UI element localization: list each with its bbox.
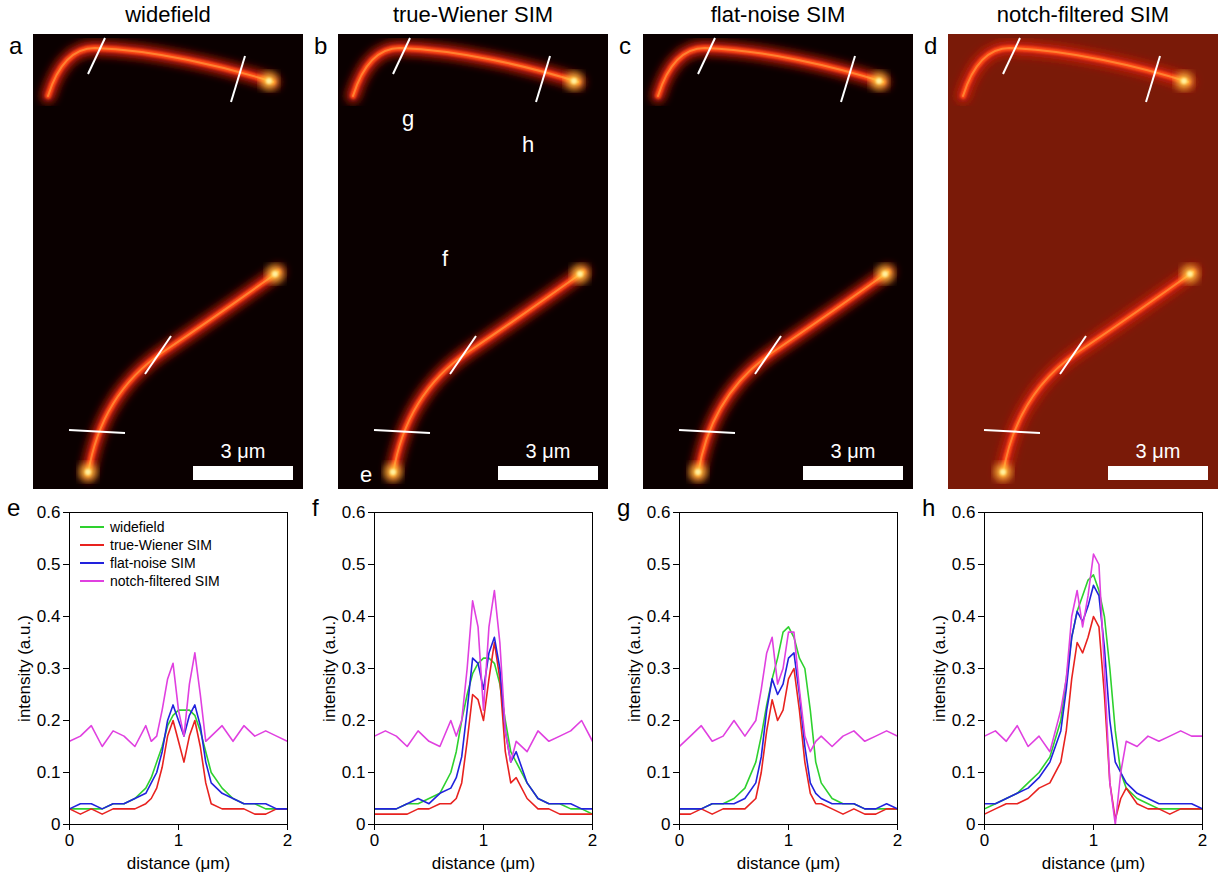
html-text:notch-filtered SIM: notch-filtered SIM	[110, 573, 220, 589]
svg-text:0: 0	[65, 831, 74, 850]
svg-text:0.3: 0.3	[342, 659, 366, 678]
svg-text:intensity (a.u.): intensity (a.u.)	[15, 615, 34, 722]
svg-text:0.4: 0.4	[647, 607, 671, 626]
svg-text:0: 0	[51, 815, 60, 834]
svg-text:0.6: 0.6	[647, 503, 671, 522]
svg-text:0: 0	[966, 815, 975, 834]
html-text:b: b	[314, 32, 328, 59]
svg-text:0.3: 0.3	[647, 659, 671, 678]
svg-text:intensity (a.u.): intensity (a.u.)	[320, 615, 339, 722]
svg-text:distance (μm): distance (μm)	[1042, 854, 1145, 873]
svg-text:0: 0	[356, 815, 365, 834]
html-text:h: h	[922, 494, 936, 521]
svg-text:0: 0	[661, 815, 670, 834]
svg-text:g: g	[402, 106, 414, 131]
svg-text:1: 1	[174, 831, 183, 850]
svg-text:2: 2	[588, 831, 597, 850]
svg-text:3 μm: 3 μm	[831, 440, 876, 462]
svg-text:0.4: 0.4	[37, 607, 61, 626]
svg-text:0.2: 0.2	[952, 711, 976, 730]
svg-text:0.1: 0.1	[342, 763, 366, 782]
svg-text:0.2: 0.2	[37, 711, 61, 730]
svg-text:0.6: 0.6	[37, 503, 61, 522]
svg-text:0.6: 0.6	[952, 503, 976, 522]
html-text:f: f	[312, 494, 319, 521]
svg-text:distance (μm): distance (μm)	[127, 854, 230, 873]
svg-text:1: 1	[1089, 831, 1098, 850]
html-text:flat-noise SIM: flat-noise SIM	[710, 2, 846, 27]
html-text:c: c	[619, 32, 631, 59]
svg-text:distance (μm): distance (μm)	[432, 854, 535, 873]
svg-text:f: f	[442, 246, 449, 271]
svg-text:0.2: 0.2	[647, 711, 671, 730]
svg-text:0.3: 0.3	[952, 659, 976, 678]
html-text:true-Wiener SIM: true-Wiener SIM	[110, 537, 212, 553]
svg-text:2: 2	[283, 831, 292, 850]
svg-text:0: 0	[370, 831, 379, 850]
html-text:true-Wiener SIM: true-Wiener SIM	[392, 2, 554, 27]
svg-text:0.2: 0.2	[342, 711, 366, 730]
svg-text:1: 1	[784, 831, 793, 850]
svg-text:intensity (a.u.): intensity (a.u.)	[625, 615, 644, 722]
svg-text:h: h	[522, 132, 534, 157]
html-text:flat-noise SIM: flat-noise SIM	[110, 555, 196, 571]
svg-text:0.4: 0.4	[952, 607, 976, 626]
svg-text:2: 2	[1198, 831, 1207, 850]
svg-text:0.6: 0.6	[342, 503, 366, 522]
svg-text:intensity (a.u.): intensity (a.u.)	[930, 615, 949, 722]
svg-text:0.5: 0.5	[952, 555, 976, 574]
svg-text:e: e	[360, 462, 372, 487]
svg-text:0.4: 0.4	[342, 607, 366, 626]
svg-text:0.1: 0.1	[37, 763, 61, 782]
svg-text:1: 1	[479, 831, 488, 850]
svg-text:0.1: 0.1	[647, 763, 671, 782]
html-text:widefield: widefield	[125, 2, 211, 27]
html-text:notch-filtered SIM: notch-filtered SIM	[996, 2, 1170, 27]
html-text:g: g	[617, 494, 631, 521]
html-text:a: a	[9, 32, 23, 59]
svg-text:0.5: 0.5	[37, 555, 61, 574]
html-text:d: d	[924, 32, 938, 59]
svg-text:3 μm: 3 μm	[526, 440, 571, 462]
svg-text:0: 0	[980, 831, 989, 850]
svg-text:0.5: 0.5	[647, 555, 671, 574]
svg-text:0.1: 0.1	[952, 763, 976, 782]
svg-text:0.3: 0.3	[37, 659, 61, 678]
html-text:widefield: widefield	[110, 519, 165, 535]
svg-text:0.5: 0.5	[342, 555, 366, 574]
html-text:e: e	[7, 494, 21, 521]
svg-text:3 μm: 3 μm	[1136, 440, 1181, 462]
svg-text:2: 2	[893, 831, 902, 850]
svg-text:0: 0	[675, 831, 684, 850]
svg-text:3 μm: 3 μm	[221, 440, 266, 462]
svg-text:distance (μm): distance (μm)	[737, 854, 840, 873]
